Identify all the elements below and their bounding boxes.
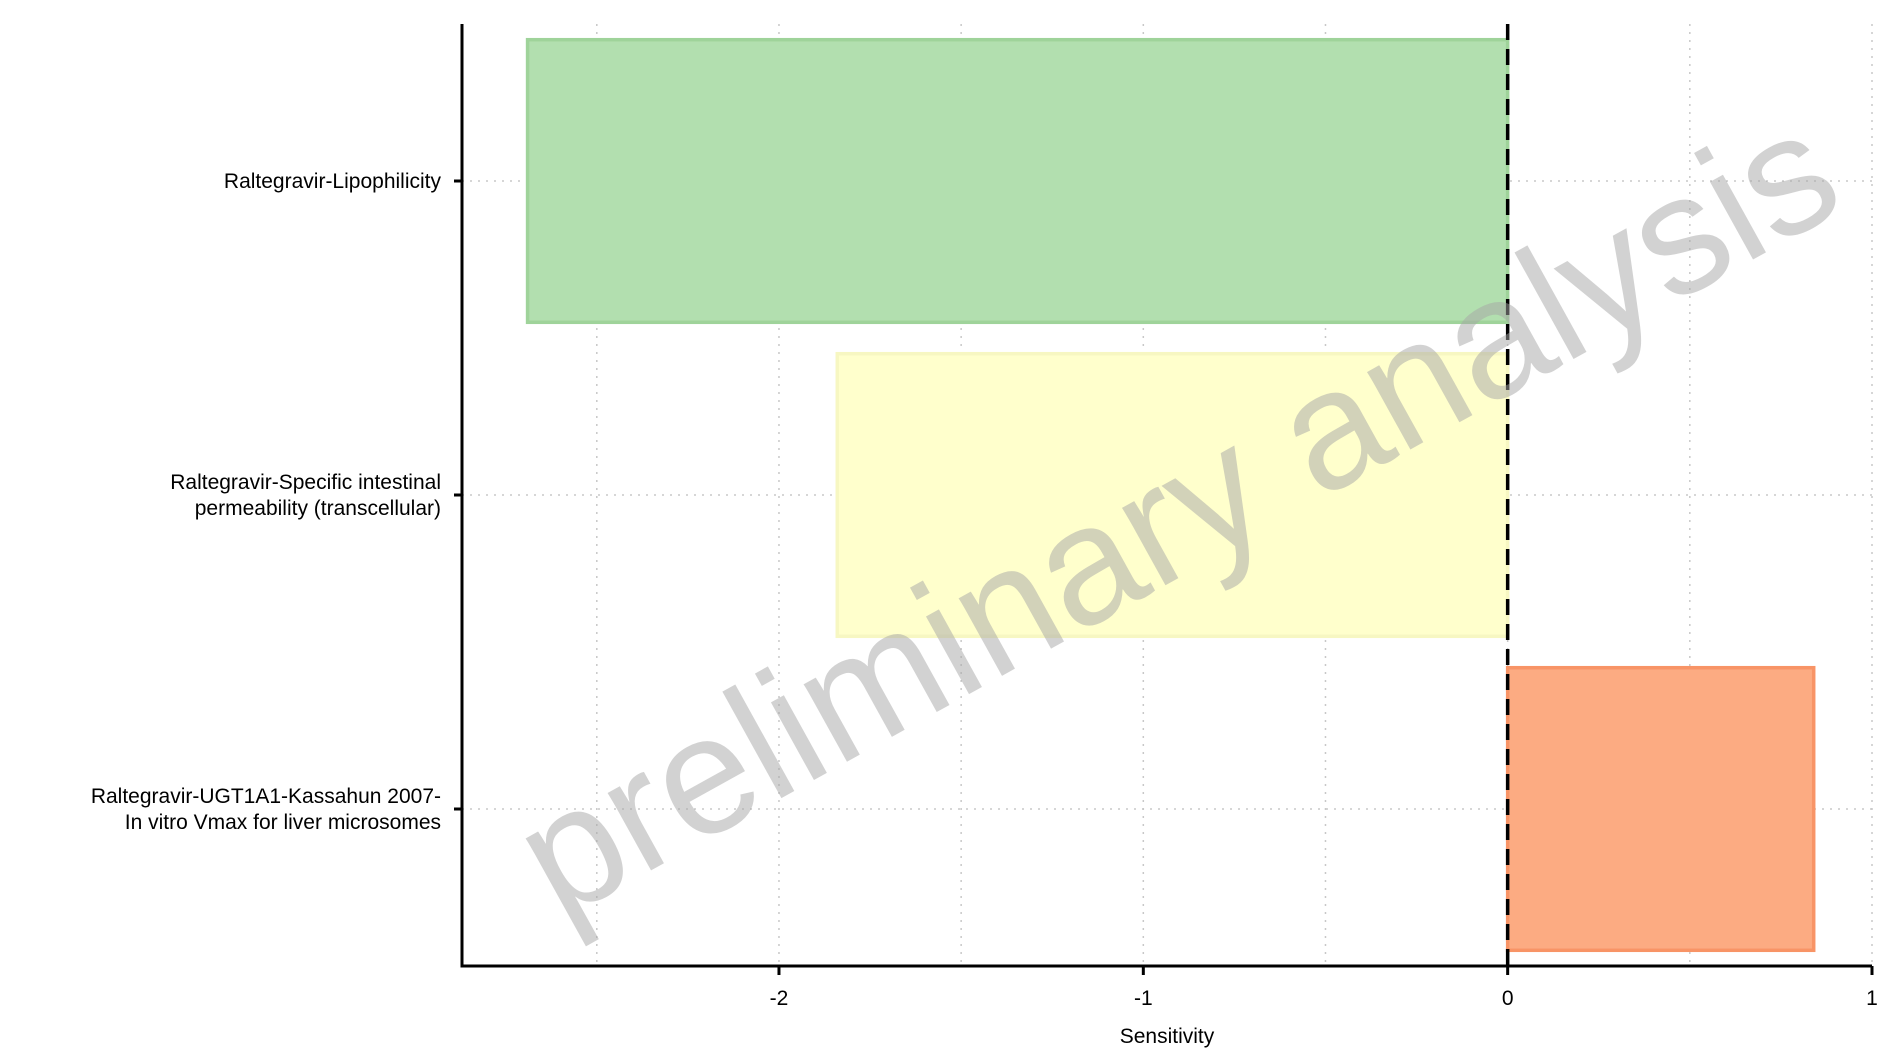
bar xyxy=(525,37,1510,325)
bar xyxy=(1505,665,1816,953)
bar xyxy=(835,351,1510,639)
y-tick-label: Raltegravir-Lipophilicity xyxy=(224,170,442,193)
x-tick-label: -2 xyxy=(770,987,789,1010)
y-axis-ticks: Raltegravir-Lipophilicity Raltegravir-Spe… xyxy=(91,170,462,834)
x-tick-label: -1 xyxy=(1134,987,1153,1010)
y-tick-label: Raltegravir-Specific intestinal permeabil… xyxy=(170,471,441,520)
x-axis-ticks: -2 -1 0 1 xyxy=(770,966,1878,1010)
y-tick-label: Raltegravir-UGT1A1-Kassahun 2007-In vitr… xyxy=(91,785,441,834)
x-tick-label: 1 xyxy=(1866,987,1878,1010)
x-tick-label: 0 xyxy=(1502,987,1514,1010)
bars xyxy=(525,37,1816,953)
x-axis-label: Sensitivity xyxy=(1120,1025,1215,1048)
